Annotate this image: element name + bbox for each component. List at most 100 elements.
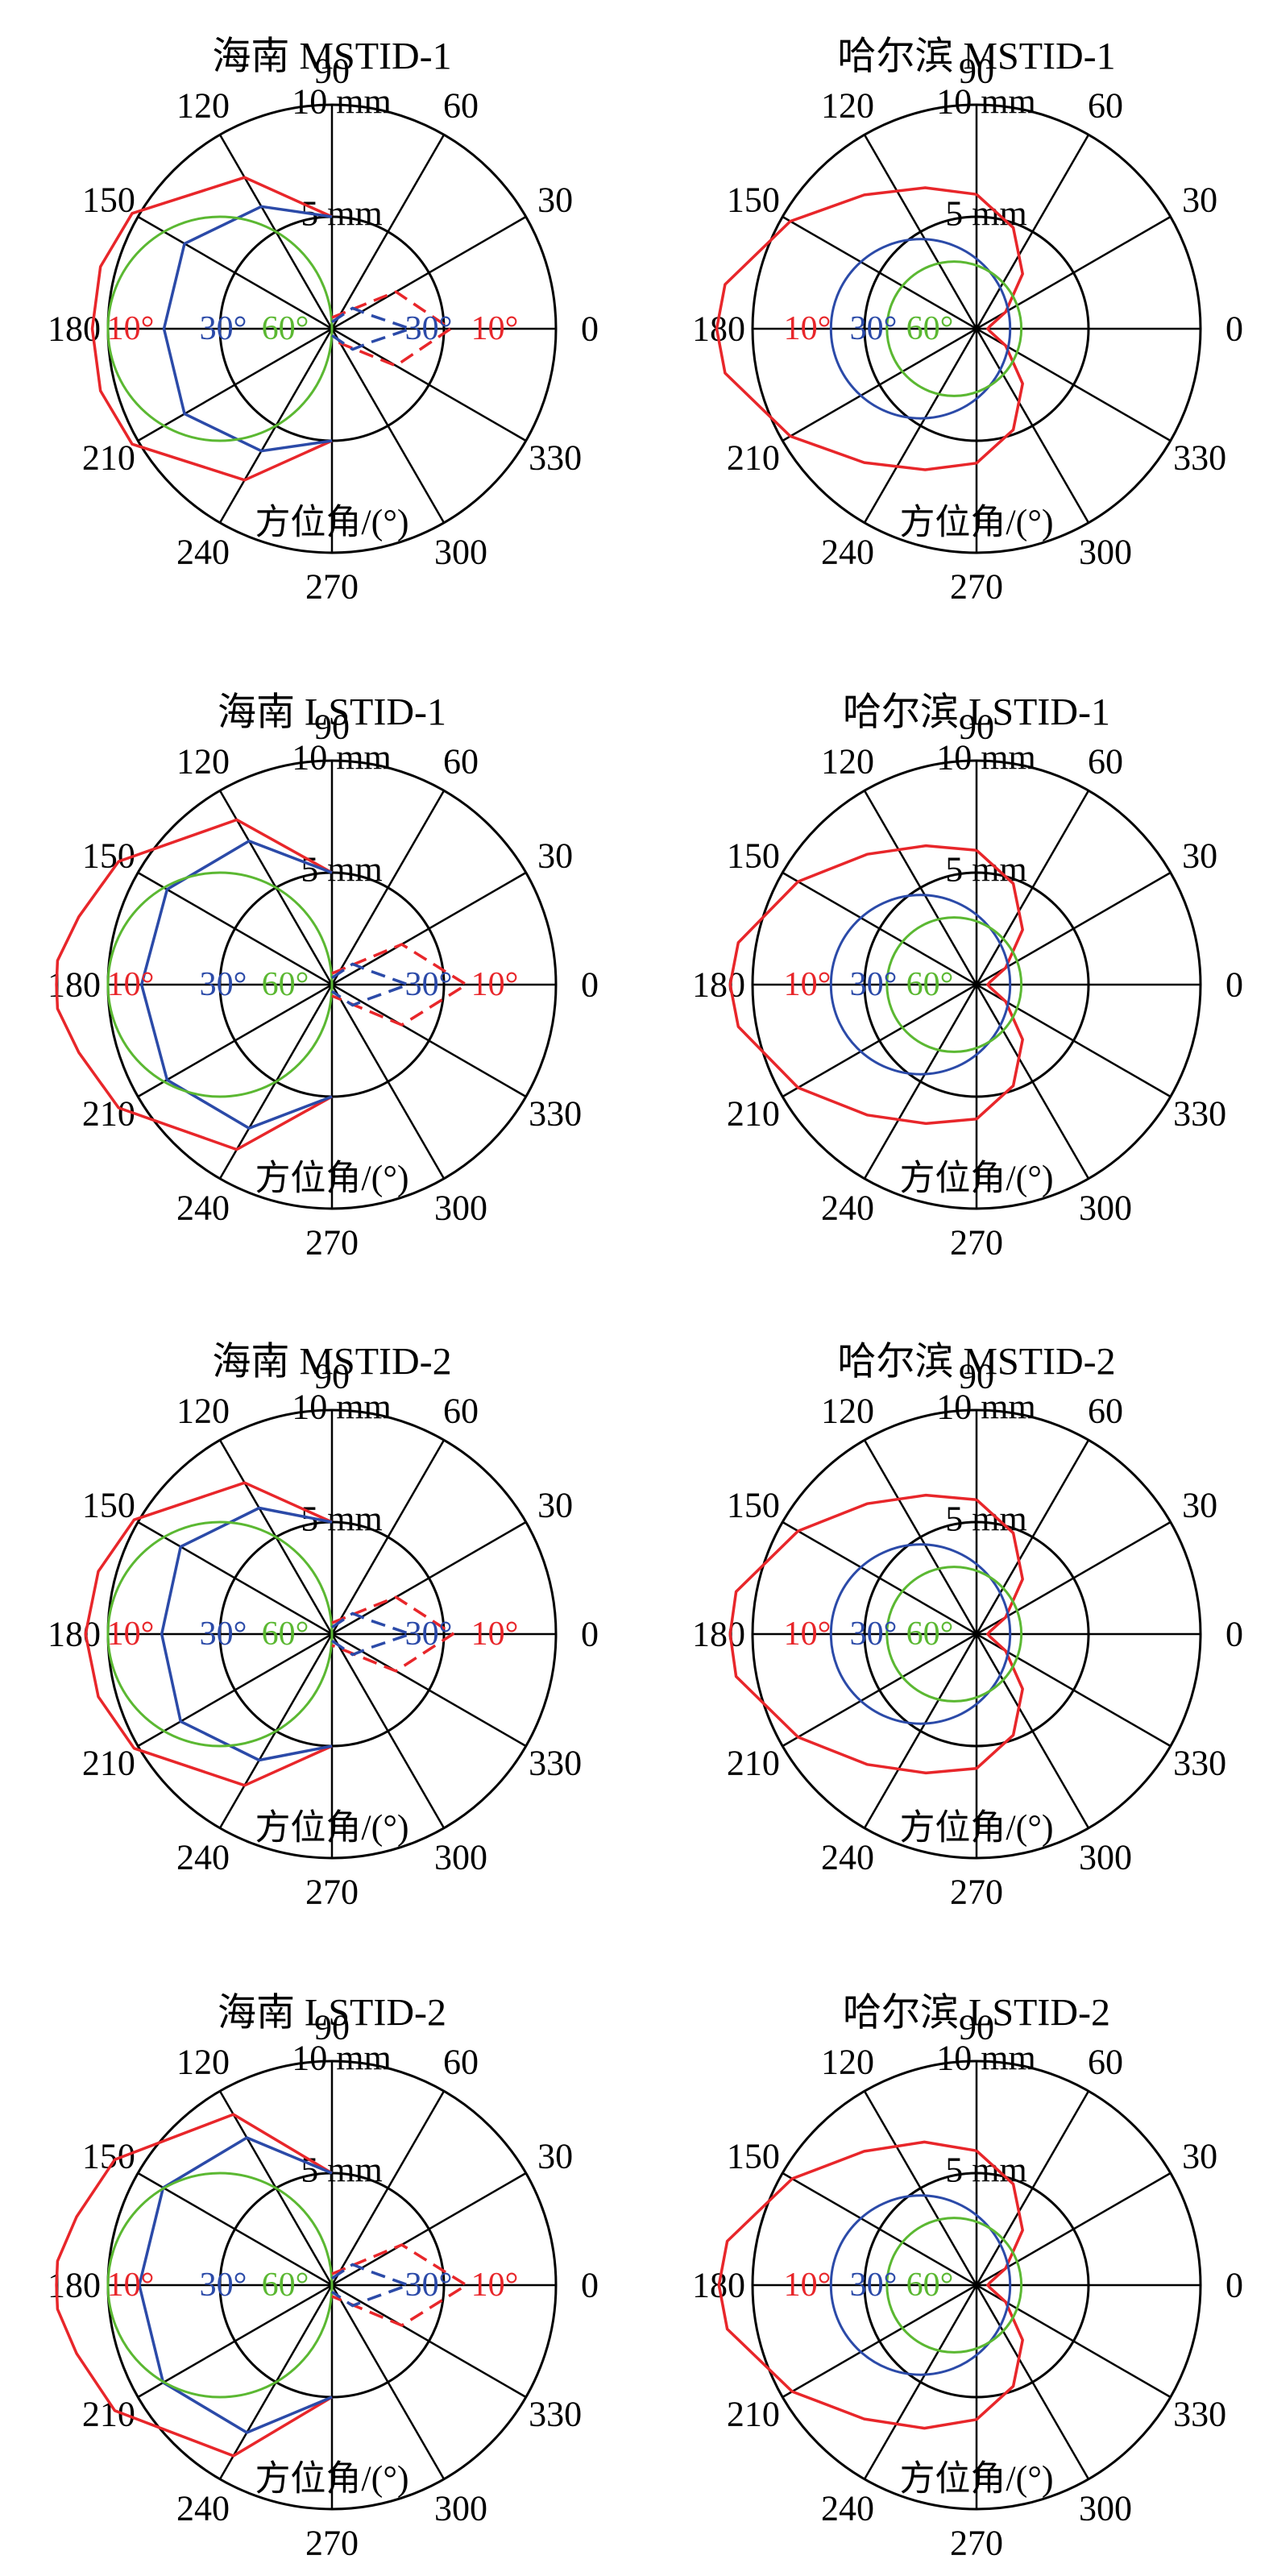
elevation-label: 10° xyxy=(107,1616,155,1653)
polar-panel: 海南 MSTID-1030609012015018021024027030033… xyxy=(48,35,599,607)
angle-tick-label: 270 xyxy=(305,1223,359,1263)
series-circle xyxy=(829,2194,1012,2376)
series-line xyxy=(138,2136,333,2434)
elevation-label: 60° xyxy=(262,310,309,347)
radial-tick-label: 5 mm xyxy=(945,2151,1026,2190)
series-line xyxy=(55,818,333,1151)
panel-title: 海南 MSTID-2 xyxy=(212,1341,451,1383)
elevation-label: 60° xyxy=(906,2267,954,2304)
angle-tick-label: 30 xyxy=(537,180,573,220)
panel-title: 哈尔滨 LSTID-1 xyxy=(843,691,1110,734)
angle-tick-label: 270 xyxy=(950,567,1003,607)
angle-tick-label: 300 xyxy=(1079,2489,1132,2528)
angle-tick-label: 90 xyxy=(314,52,350,91)
series-circle xyxy=(106,871,334,1098)
elevation-label: 60° xyxy=(906,310,954,347)
series-line xyxy=(160,1506,333,1762)
elevation-label: 60° xyxy=(262,966,309,1003)
elevation-label: 10° xyxy=(784,966,831,1003)
angle-tick-label: 60 xyxy=(1088,2042,1123,2081)
radial-tick-label: 10 mm xyxy=(936,82,1035,122)
series-line xyxy=(139,840,333,1130)
elevation-label: 30° xyxy=(850,310,898,347)
angle-tick-label: 300 xyxy=(434,1838,487,1877)
elevation-label-right: 30° xyxy=(405,966,453,1003)
radial-tick-label: 10 mm xyxy=(936,1388,1035,1427)
series-line xyxy=(55,2113,333,2458)
angle-tick-label: 90 xyxy=(959,707,994,747)
series-circle xyxy=(829,238,1012,420)
polar-panel: 哈尔滨 MSTID-2 0 30 60 90 120 150 180 210 240 270 300 3… xyxy=(692,1341,1243,1912)
angle-tick-label: 210 xyxy=(727,1094,780,1134)
angle-tick-label: 150 xyxy=(727,1486,780,1525)
series-line xyxy=(331,2243,468,2327)
angle-tick-label: 30 xyxy=(537,2137,573,2176)
angle-tick-label: 30 xyxy=(1182,180,1217,220)
elevation-label-right: 10° xyxy=(471,966,519,1003)
angle-tick-label: 30 xyxy=(537,1486,573,1525)
elevation-label: 30° xyxy=(200,2267,247,2304)
angle-tick-label: 0 xyxy=(1225,1615,1243,1654)
angle-tick-label: 330 xyxy=(1173,2395,1226,2434)
angle-tick-label: 150 xyxy=(727,2137,780,2176)
elevation-label: 30° xyxy=(200,966,247,1003)
elevation-label-right: 10° xyxy=(471,1616,519,1653)
angle-tick-label: 300 xyxy=(1079,1838,1132,1877)
elevation-label-right: 10° xyxy=(471,310,519,347)
angle-tick-label: 60 xyxy=(1088,85,1123,125)
series-line xyxy=(331,2263,410,2308)
axis-label: 方位角/(°) xyxy=(255,1808,408,1848)
angle-tick-label: 270 xyxy=(305,567,359,607)
series-line xyxy=(331,943,468,1027)
angle-tick-label: 240 xyxy=(821,2489,874,2528)
panel-title: 海南 LSTID-2 xyxy=(218,1992,446,2035)
angle-tick-label: 180 xyxy=(692,1615,745,1654)
spoke-line xyxy=(782,215,1172,442)
radial-tick-label: 10 mm xyxy=(292,1388,391,1427)
angle-tick-label: 330 xyxy=(529,1094,582,1134)
angle-tick-label: 60 xyxy=(443,741,479,781)
polar-panel: 哈尔滨 LSTID-1 0 30 60 90 120 150 180 210 240 270 300 3… xyxy=(692,691,1243,1263)
angle-tick-label: 90 xyxy=(959,52,994,91)
angle-tick-label: 0 xyxy=(1225,2266,1243,2305)
angle-tick-label: 120 xyxy=(176,741,230,781)
angle-tick-label: 90 xyxy=(314,1357,350,1396)
elevation-label-right: 30° xyxy=(405,1616,453,1653)
elevation-label: 60° xyxy=(262,1616,309,1653)
elevation-label: 10° xyxy=(107,2267,155,2304)
angle-tick-label: 90 xyxy=(314,2008,350,2047)
panel-title: 海南 MSTID-1 xyxy=(212,35,451,78)
elevation-label: 60° xyxy=(906,1616,954,1653)
elevation-label: 60° xyxy=(906,966,954,1003)
angle-tick-label: 300 xyxy=(1079,1188,1132,1228)
angle-tick-label: 240 xyxy=(821,533,874,572)
elevation-label: 30° xyxy=(850,966,898,1003)
angle-tick-label: 330 xyxy=(1173,1744,1226,1783)
polar-panel: 海南 LSTID-2030609012015018021024027030033… xyxy=(48,1992,599,2563)
angle-tick-label: 210 xyxy=(727,2395,780,2434)
angle-tick-label: 270 xyxy=(305,2524,359,2563)
angle-tick-label: 210 xyxy=(82,438,135,478)
radial-tick-label: 10 mm xyxy=(936,738,1035,778)
axis-label: 方位角/(°) xyxy=(255,2459,408,2499)
elevation-label: 10° xyxy=(107,310,155,347)
series-circle xyxy=(885,2217,1023,2354)
series-line xyxy=(90,176,333,482)
panel-title: 海南 LSTID-1 xyxy=(218,691,446,734)
angle-tick-label: 330 xyxy=(529,438,582,478)
angle-tick-label: 30 xyxy=(1182,836,1217,876)
radial-tick-label: 10 mm xyxy=(292,82,391,122)
angle-tick-label: 330 xyxy=(529,1744,582,1783)
panel-title: 哈尔滨 MSTID-2 xyxy=(837,1341,1115,1383)
angle-tick-label: 120 xyxy=(176,2042,230,2081)
angle-tick-label: 0 xyxy=(1225,965,1243,1005)
elevation-label: 30° xyxy=(200,310,247,347)
radial-tick-label: 5 mm xyxy=(945,850,1026,890)
elevation-label-right: 10° xyxy=(471,2267,519,2304)
elevation-label: 10° xyxy=(784,2267,831,2304)
angle-tick-label: 300 xyxy=(434,533,487,572)
angle-tick-label: 90 xyxy=(959,1357,994,1396)
angle-tick-label: 330 xyxy=(1173,438,1226,478)
angle-tick-label: 120 xyxy=(821,1391,874,1430)
series-line xyxy=(331,290,453,367)
